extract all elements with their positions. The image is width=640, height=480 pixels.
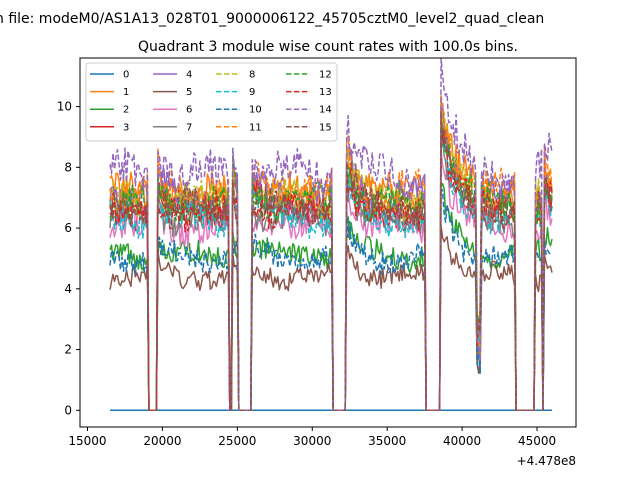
series-layer	[109, 58, 553, 412]
series-line-15	[109, 110, 553, 412]
legend-label-5: 5	[186, 87, 192, 98]
x-tick-label: 45000	[518, 434, 556, 448]
y-tick-label: 8	[64, 160, 72, 174]
legend-label-3: 3	[123, 122, 129, 133]
y-axis: 0 2 4 6 8 10	[57, 100, 80, 417]
series-line-14	[109, 58, 553, 412]
y-tick-label: 4	[64, 282, 72, 296]
chart-title: Quadrant 3 module wise count rates with …	[138, 39, 518, 55]
x-offset-label: +4.478e8	[517, 454, 576, 468]
legend-label-8: 8	[249, 70, 255, 81]
x-tick-label: 30000	[293, 434, 331, 448]
legend-label-11: 11	[249, 122, 262, 133]
x-tick-label: 40000	[443, 434, 481, 448]
figure-suptitle: n file: modeM0/AS1A13_028T01_9000006122_…	[0, 11, 544, 27]
x-tick-label: 15000	[68, 434, 106, 448]
legend-label-10: 10	[249, 105, 262, 116]
legend-frame	[85, 62, 338, 142]
legend-label-13: 13	[319, 87, 332, 98]
legend-label-1: 1	[123, 87, 129, 98]
legend-label-0: 0	[123, 70, 129, 81]
x-axis: 15000 20000 25000 30000 35000 40000 45000	[68, 427, 556, 448]
legend-label-9: 9	[249, 87, 255, 98]
legend-label-2: 2	[123, 105, 129, 116]
legend-label-4: 4	[186, 70, 192, 81]
legend-label-14: 14	[319, 105, 332, 116]
legend-label-15: 15	[319, 122, 332, 133]
legend-label-6: 6	[186, 105, 192, 116]
legend-label-12: 12	[319, 70, 332, 81]
y-tick-label: 10	[57, 100, 72, 114]
x-tick-label: 25000	[218, 434, 256, 448]
x-tick-label: 35000	[368, 434, 406, 448]
y-tick-label: 6	[64, 221, 72, 235]
y-tick-label: 2	[64, 343, 72, 357]
x-tick-label: 20000	[143, 434, 181, 448]
y-tick-label: 0	[64, 403, 72, 417]
series-line-5	[109, 225, 553, 412]
plot-frame	[79, 57, 577, 428]
legend-label-7: 7	[186, 122, 192, 133]
